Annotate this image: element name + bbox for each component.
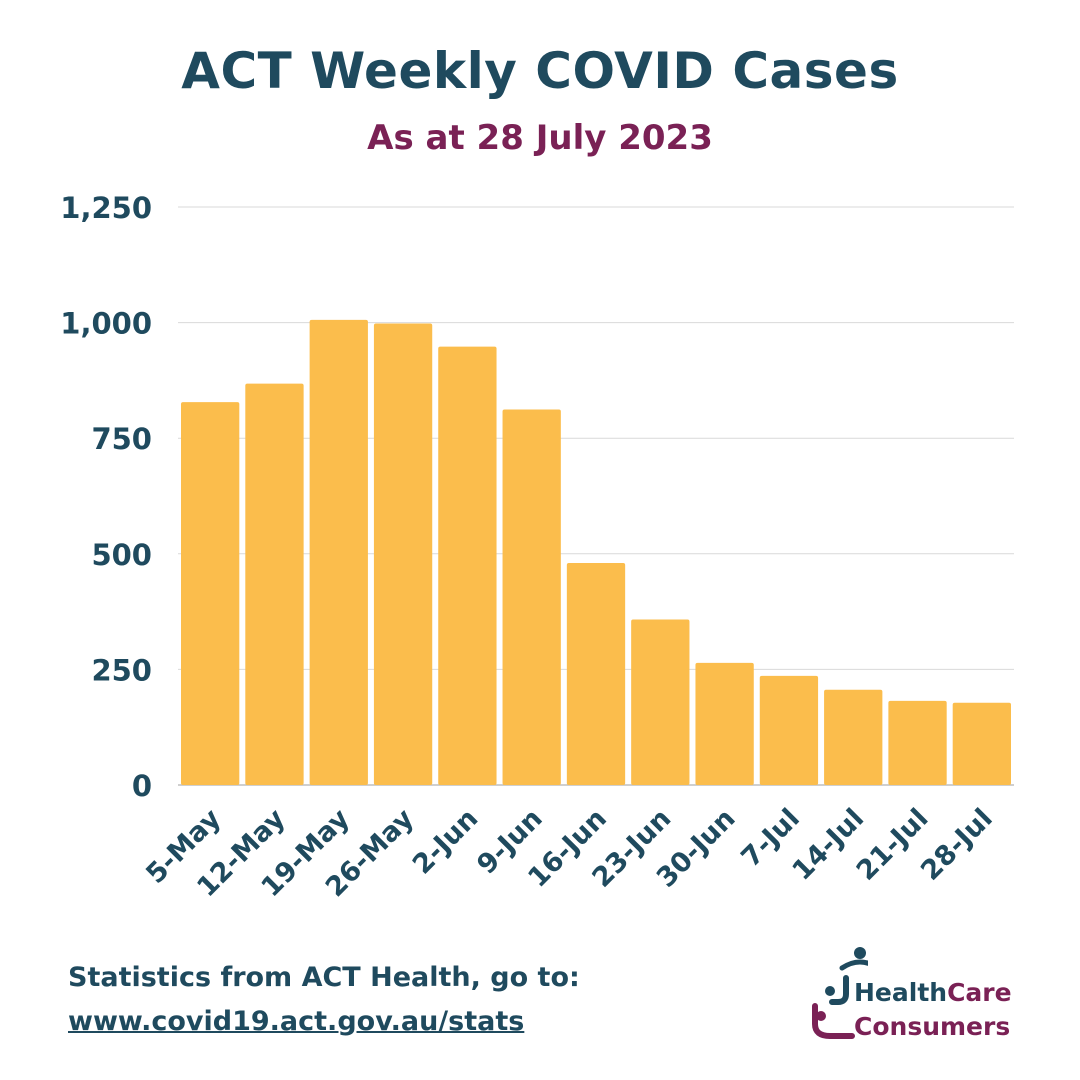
bar xyxy=(759,675,819,785)
y-tick-label: 1,000 xyxy=(60,307,152,341)
y-tick-label: 1,250 xyxy=(60,191,152,225)
bar xyxy=(181,402,240,785)
bar xyxy=(502,409,561,785)
y-tick-label: 500 xyxy=(91,538,152,572)
bar xyxy=(309,319,368,785)
x-tick-label: 28-Jul xyxy=(915,803,999,887)
logo-mark-icon xyxy=(812,947,868,1039)
bar xyxy=(373,323,433,785)
bar-chart: 02505007501,0001,2505-May12-May19-May26-… xyxy=(60,191,1014,903)
bar xyxy=(888,700,947,785)
x-tick-label: 2-Jun xyxy=(407,803,484,880)
bar xyxy=(824,689,883,785)
y-tick-label: 0 xyxy=(132,769,152,803)
bar xyxy=(438,346,497,785)
source-text: Statistics from ACT Health, go to: xyxy=(68,962,580,993)
chart-title: ACT Weekly COVID Cases xyxy=(181,42,899,100)
bar xyxy=(695,662,754,785)
logo-word-care: Care xyxy=(947,978,1012,1007)
logo-word-health: Health xyxy=(854,978,948,1007)
logo-wordmark-line1: HealthCare xyxy=(854,978,1012,1007)
bar xyxy=(952,702,1011,785)
x-tick-label: 21-Jul xyxy=(851,803,935,887)
bar xyxy=(631,619,690,785)
bar xyxy=(245,383,304,785)
y-tick-label: 250 xyxy=(91,653,152,687)
healthcare-consumers-logo: HealthCare Consumers xyxy=(808,944,1018,1044)
logo-word-consumers: Consumers xyxy=(854,1012,1011,1041)
x-tick-label: 14-Jul xyxy=(787,803,871,887)
source-link[interactable]: www.covid19.act.gov.au/stats xyxy=(68,1006,525,1037)
y-tick-label: 750 xyxy=(91,422,152,456)
bar xyxy=(566,563,626,785)
chart-subtitle: As at 28 July 2023 xyxy=(367,118,713,158)
